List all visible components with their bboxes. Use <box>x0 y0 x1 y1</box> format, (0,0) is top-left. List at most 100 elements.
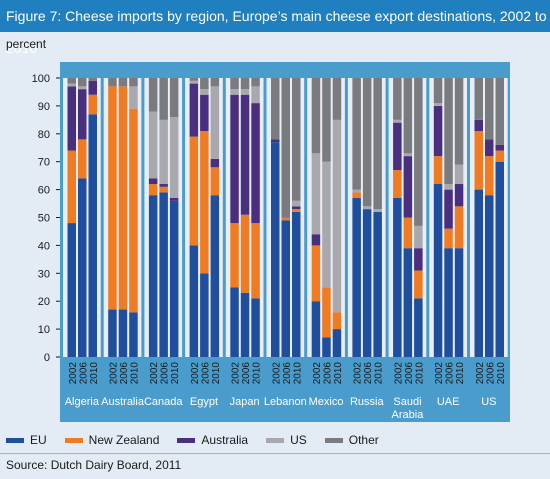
bar-segment-egypt-2010-other <box>210 78 220 87</box>
bar-segment-saudi-arabia-2010-eu <box>414 298 423 357</box>
bar-segment-us-2002-new-zealand <box>474 131 483 190</box>
bar-segment-uae-2002-other <box>433 78 443 104</box>
bar-segment-us-2002-other <box>474 78 483 120</box>
bar-segment-uae-2006-other <box>444 78 453 185</box>
bar-segment-mexico-2010-new-zealand <box>332 312 342 330</box>
bar-segment-mexico-2010-other <box>332 78 342 120</box>
bar-segment-uae-2002-us <box>433 103 443 106</box>
bar-segment-saudi-arabia-2010-us <box>414 225 423 249</box>
bar-segment-canada-2002-other <box>148 78 158 112</box>
bar-segment-russia-2006-other <box>362 78 372 207</box>
bar-segment-us-2010-new-zealand <box>495 150 504 162</box>
legend-item-australia: Australia <box>177 433 248 447</box>
bar-segment-russia-2010-other <box>373 78 382 210</box>
y-tick-label-100: 100 <box>32 73 50 85</box>
bar-segment-russia-2006-us <box>362 206 372 210</box>
x-tick-label-canada-2010: 2010 <box>170 362 181 385</box>
bar-segment-us-2006-eu <box>485 195 494 357</box>
bar-segment-mexico-2006-new-zealand <box>322 287 331 338</box>
y-tick-label-80: 80 <box>38 129 50 141</box>
bar-segment-russia-2010-eu <box>373 211 382 357</box>
bar-segment-russia-2002-other <box>352 78 361 190</box>
footer-divider <box>0 453 550 454</box>
x-tick-label-japan-2010: 2010 <box>252 362 263 385</box>
x-tick-label-australia-2006: 2006 <box>119 362 130 385</box>
x-tick-label-japan-2006: 2006 <box>241 362 252 385</box>
x-tick-label-uae-2006: 2006 <box>445 362 456 385</box>
x-tick-label-lebanon-2010: 2010 <box>292 362 303 385</box>
group-label-egypt: Egypt <box>190 396 218 408</box>
group-label-japan: Japan <box>230 396 260 408</box>
bar-segment-algeria-2002-eu <box>67 223 76 357</box>
bar-segment-us-2010-other <box>495 78 504 145</box>
x-tick-label-russia-2010: 2010 <box>374 362 385 385</box>
bar-segment-algeria-2002-australia <box>67 86 76 151</box>
group-label-russia: Russia <box>350 396 385 408</box>
x-tick-label-egypt-2006: 2006 <box>200 362 211 385</box>
bar-segment-algeria-2002-other <box>67 78 76 84</box>
bar-segment-egypt-2002-eu <box>189 245 199 357</box>
x-tick-label-mexico-2010: 2010 <box>333 362 344 385</box>
bar-segment-uae-2006-australia <box>444 189 453 229</box>
bar-segment-japan-2006-other <box>240 78 250 90</box>
bar-segment-egypt-2010-new-zealand <box>210 167 220 196</box>
legend-label-new-zealand: New Zealand <box>88 433 160 447</box>
bar-segment-egypt-2002-us <box>189 80 199 84</box>
bar-segment-egypt-2006-us <box>200 89 209 95</box>
bar-segment-canada-2006-us <box>159 119 168 185</box>
legend-swatch-new-zealand <box>64 437 83 443</box>
bar-segment-algeria-2006-australia <box>78 89 87 140</box>
bar-segment-saudi-arabia-2006-new-zealand <box>403 217 413 249</box>
bar-segment-lebanon-2002-other <box>271 78 280 140</box>
y-tick-label-10: 10 <box>38 324 50 336</box>
x-tick-label-us-2010: 2010 <box>496 362 507 385</box>
bar-segment-algeria-2006-other <box>78 78 87 87</box>
legend-item-other: Other <box>324 433 379 447</box>
bar-segment-mexico-2006-eu <box>322 337 331 357</box>
bar-segment-saudi-arabia-2010-australia <box>414 248 423 271</box>
y-tick-label-90: 90 <box>38 101 50 113</box>
bar-segment-egypt-2006-other <box>200 78 209 90</box>
bar-segment-canada-2010-eu <box>169 200 179 357</box>
bar-segment-japan-2010-new-zealand <box>251 223 260 299</box>
group-label-algeria: Algeria <box>65 396 100 408</box>
bar-segment-mexico-2006-other <box>322 78 331 162</box>
bar-segment-mexico-2002-other <box>311 78 321 154</box>
x-tick-label-canada-2006: 2006 <box>160 362 171 385</box>
bar-segment-japan-2010-australia <box>251 103 260 224</box>
bar-segment-australia-2002-new-zealand <box>108 86 117 310</box>
bar-segment-saudi-arabia-2002-eu <box>393 197 402 357</box>
bar-segment-lebanon-2006-eu <box>281 220 290 357</box>
group-label-saudi-arabia-line-1: Saudi <box>393 396 421 408</box>
bar-segment-algeria-2006-us <box>78 86 87 90</box>
bar-segment-uae-2006-new-zealand <box>444 228 453 249</box>
x-tick-label-saudi-arabia-2002: 2002 <box>393 362 404 385</box>
x-tick-label-us-2002: 2002 <box>475 362 486 385</box>
x-tick-label-algeria-2010: 2010 <box>89 362 100 385</box>
legend-label-other: Other <box>348 433 379 447</box>
bar-segment-japan-2006-eu <box>240 292 250 357</box>
legend-swatch-us <box>266 437 285 443</box>
group-label-lebanon: Lebanon <box>264 396 307 408</box>
bar-segment-australia-2002-other <box>108 78 117 87</box>
x-tick-label-egypt-2002: 2002 <box>190 362 201 385</box>
bar-segment-mexico-2010-us <box>332 119 342 313</box>
bar-segment-us-2010-australia <box>495 144 504 151</box>
bar-segment-canada-2002-us <box>148 111 158 179</box>
bar-segment-australia-2010-new-zealand <box>129 108 138 313</box>
bar-segment-saudi-arabia-2006-eu <box>403 248 413 357</box>
legend-swatch-eu <box>6 437 24 443</box>
bar-segment-us-2002-eu <box>474 189 483 357</box>
y-tick-label-0: 0 <box>44 352 50 364</box>
bar-segment-australia-2006-eu <box>118 309 128 357</box>
bar-segment-japan-2006-new-zealand <box>240 214 250 293</box>
bar-segment-algeria-2010-new-zealand <box>88 94 97 115</box>
bar-segment-uae-2002-new-zealand <box>433 156 443 185</box>
bar-segment-saudi-arabia-2002-australia <box>393 122 402 171</box>
bar-segment-canada-2002-australia <box>148 178 158 185</box>
bar-segment-saudi-arabia-2002-new-zealand <box>393 170 402 198</box>
bar-segment-canada-2002-new-zealand <box>148 184 158 196</box>
group-label-uae: UAE <box>437 396 460 408</box>
y-tick-label-30: 30 <box>38 268 50 280</box>
bar-segment-algeria-2010-eu <box>88 114 97 358</box>
